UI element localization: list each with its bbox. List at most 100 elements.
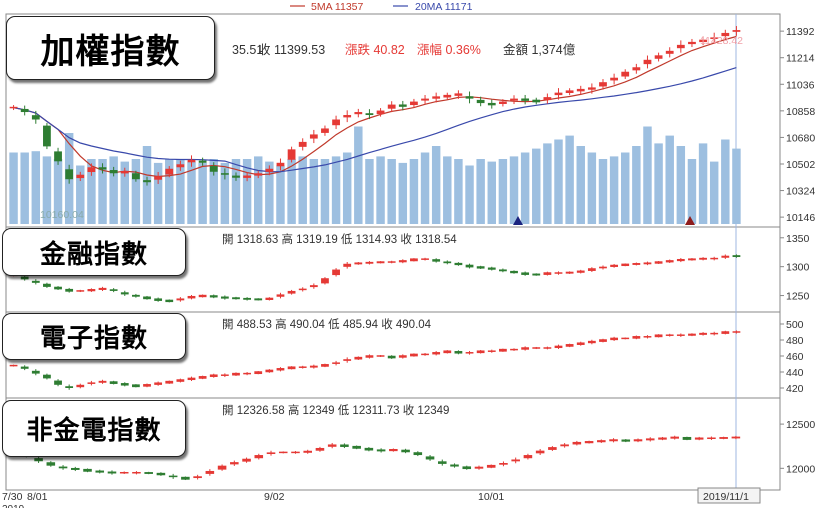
candle-body (354, 356, 363, 360)
ytick-label: 440 (786, 367, 804, 379)
candle-body (732, 331, 741, 333)
candle-body (584, 441, 594, 444)
candle-body (98, 380, 107, 383)
candle-body (54, 286, 62, 290)
volume-bar (632, 146, 641, 224)
candle-body (454, 93, 463, 96)
candle-body (632, 263, 641, 265)
candle-body (633, 439, 643, 442)
candle-body (209, 295, 218, 298)
candle-body (220, 173, 229, 175)
volume-bar (698, 143, 708, 224)
volume-bar (42, 156, 52, 224)
candle-body (220, 374, 229, 376)
volume-bar (598, 159, 608, 224)
ytick-label: 1250 (786, 291, 810, 303)
candle-body (682, 436, 692, 440)
candle-body (287, 149, 296, 160)
candle-body (410, 101, 418, 106)
volume-bar (721, 139, 730, 224)
candle-body (98, 167, 107, 170)
candle-body (645, 438, 655, 441)
candle-body (365, 261, 374, 264)
ytick-label: 420 (786, 383, 804, 395)
candle-body (721, 32, 730, 37)
candle-body (156, 472, 166, 476)
candle-body (487, 350, 496, 352)
candle-body (154, 176, 163, 180)
volume-bar (387, 159, 396, 224)
candle-body (610, 77, 618, 81)
candle-body (107, 471, 117, 474)
ytick-label: 11392 (786, 26, 815, 38)
candle-body (486, 464, 496, 468)
candle-body (670, 436, 679, 439)
candle-body (309, 365, 318, 368)
candle-body (176, 298, 185, 301)
candle-body (572, 441, 582, 445)
candle-body (610, 337, 618, 341)
candle-body (676, 44, 685, 49)
candle-body (621, 71, 630, 77)
volume-bar (643, 126, 652, 224)
candle-body (387, 261, 396, 263)
candle-body (565, 271, 574, 274)
candle-body (309, 134, 318, 139)
candle-body (658, 437, 667, 440)
volume-bar (431, 146, 441, 224)
candle-body (298, 366, 307, 368)
event-marker-red-icon (685, 216, 695, 225)
volume-bar (409, 159, 419, 224)
candle-body (120, 292, 129, 295)
candle-body (521, 272, 530, 275)
candle-body (76, 384, 85, 388)
volume-bar (176, 159, 185, 224)
candle-body (265, 297, 274, 300)
volume-bar (376, 156, 385, 224)
candle-body (401, 449, 410, 453)
candle-body (694, 437, 704, 440)
candle-body (474, 466, 484, 469)
candle-body (454, 262, 463, 266)
candle-body (732, 30, 741, 32)
candle-body (109, 170, 118, 174)
volume-bar (131, 159, 141, 224)
candle-body (254, 173, 263, 176)
candle-body (43, 374, 51, 379)
candle-body (421, 98, 429, 101)
volume-bar (509, 156, 519, 224)
candle-body (321, 278, 329, 284)
finance-panel: 1350 1300 1250 (9, 233, 810, 303)
candle-body (398, 104, 407, 107)
volume-bar (565, 135, 574, 224)
candle-body (309, 285, 318, 288)
volume-bar (498, 159, 508, 224)
candle-body (543, 347, 552, 349)
candle-body (510, 98, 518, 101)
x-axis: 7/30 8/01 9/02 10/01 2019/11/1 2019 (2, 487, 761, 513)
volume-bar (320, 159, 330, 224)
ytick-label: 11214 (786, 53, 815, 65)
candle-body (242, 458, 251, 462)
candle-body (599, 266, 607, 269)
candle-body (198, 376, 207, 379)
taiex-volume-label: 金額 1,374億 (503, 42, 576, 57)
candle-body (291, 451, 300, 454)
candle-body (232, 297, 240, 300)
candle-body (352, 445, 361, 449)
candle-body (376, 110, 385, 115)
candle-body (165, 299, 174, 303)
non-finance-electronics-panel: 12500 12000 (9, 419, 815, 481)
candle-body (332, 269, 340, 276)
volume-bar (120, 161, 129, 224)
candle-body (450, 464, 459, 467)
taiex-title-box: 加權指數 (6, 16, 215, 80)
candle-body (154, 298, 163, 301)
volume-bar (665, 135, 674, 224)
candle-body (462, 466, 472, 470)
candle-body (254, 371, 263, 375)
candle-body (181, 476, 190, 480)
candle-body (365, 113, 374, 116)
candle-body (487, 102, 496, 106)
candle-body (230, 462, 239, 465)
